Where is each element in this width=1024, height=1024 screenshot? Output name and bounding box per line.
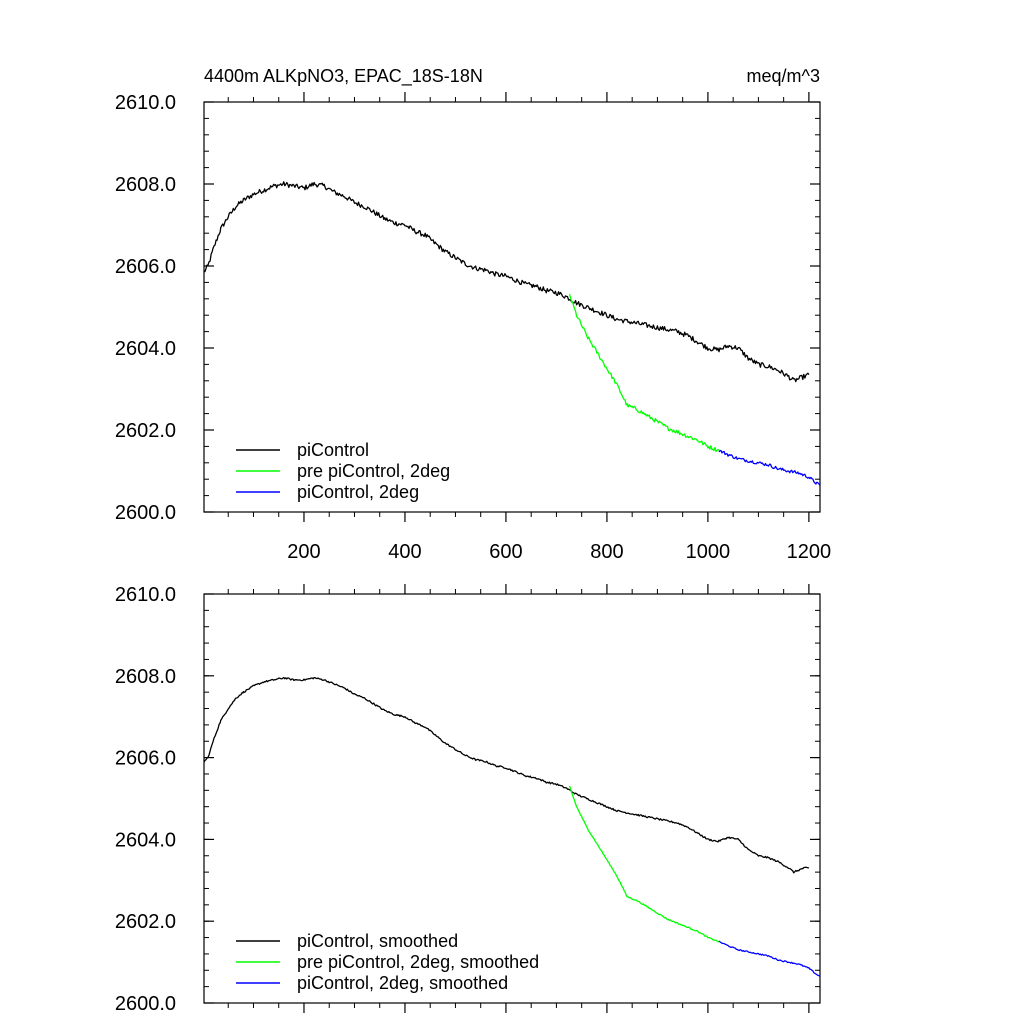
x-tick-label: 600 xyxy=(489,541,522,563)
bottom-panel: 2600.0 2602.0 2604.0 2606.0 2608.0 2610.0 piCo… xyxy=(115,584,821,1015)
series-line-3 xyxy=(718,940,821,977)
y-tick-label: 2602.0 xyxy=(115,911,176,933)
y-tick-label: 2604.0 xyxy=(115,338,176,360)
units-label: meq/m^3 xyxy=(747,66,820,86)
y-tick-label: 2600.0 xyxy=(115,993,176,1015)
y-tick-label: 2604.0 xyxy=(115,829,176,851)
x-tick-label: 800 xyxy=(590,541,623,563)
legend-label-2: pre piControl, 2deg, smoothed xyxy=(297,952,539,972)
top-panel: 2600.0 2602.0 2604.0 2606.0 2608.0 2610.0 200 4… xyxy=(115,92,831,563)
legend-label-1: piControl, smoothed xyxy=(297,931,458,951)
y-tick-label: 2600.0 xyxy=(115,502,176,524)
legend-label-3: piControl, 2deg xyxy=(297,482,419,502)
y-tick-label: 2610.0 xyxy=(115,584,176,606)
chart-title: 4400m ALKpNO3, EPAC_18S-18N xyxy=(204,66,483,87)
plot-frame xyxy=(203,101,821,513)
series-line-2 xyxy=(568,785,720,943)
legend-label-2: pre piControl, 2deg xyxy=(297,461,450,481)
series-line-1 xyxy=(203,676,810,874)
legend-label-1: piControl xyxy=(297,440,369,460)
x-tick-label: 1000 xyxy=(686,541,731,563)
x-tick-label: 1200 xyxy=(787,541,832,563)
x-tick-label: 400 xyxy=(388,541,421,563)
x-tick-label: 200 xyxy=(287,541,320,563)
plot-frame xyxy=(203,593,821,1004)
series-line-2 xyxy=(568,293,720,453)
y-tick-label: 2610.0 xyxy=(115,92,176,114)
y-tick-label: 2608.0 xyxy=(115,174,176,196)
series-line-3 xyxy=(718,449,821,486)
y-tick-label: 2608.0 xyxy=(115,666,176,688)
y-tick-label: 2602.0 xyxy=(115,420,176,442)
legend-label-3: piControl, 2deg, smoothed xyxy=(297,973,508,993)
y-tick-label: 2606.0 xyxy=(115,748,176,770)
y-tick-label: 2606.0 xyxy=(115,256,176,278)
series-line-1 xyxy=(203,181,810,383)
